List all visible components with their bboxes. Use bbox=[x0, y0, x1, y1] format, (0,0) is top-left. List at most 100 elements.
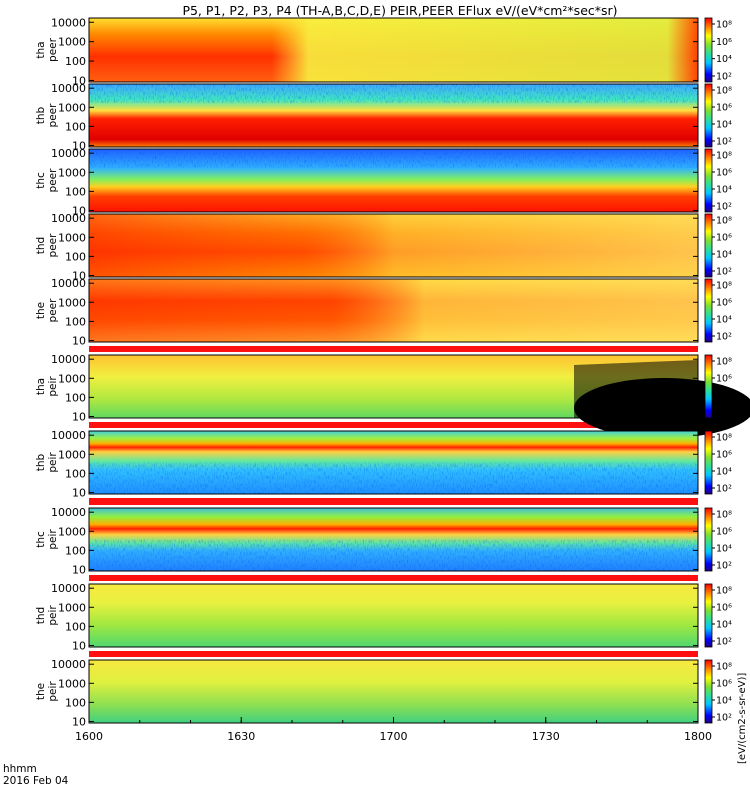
y-tick-label: 1000 bbox=[58, 296, 86, 309]
colorbar-tick-label: 10⁶ bbox=[716, 168, 732, 179]
panel-frame bbox=[88, 507, 699, 572]
y-tick-label: 10000 bbox=[51, 16, 86, 29]
colorbar-tick-label: 10⁴ bbox=[716, 315, 732, 326]
y-tick-label: 10 bbox=[72, 269, 86, 282]
y-tick-label: 10000 bbox=[51, 506, 86, 519]
colorbar-tick-label: 10⁸ bbox=[716, 216, 732, 227]
y-tick-label: 100 bbox=[65, 120, 86, 133]
colorbar bbox=[704, 83, 713, 148]
y-tick-label: 10000 bbox=[51, 658, 86, 671]
colorbar-tick-label: 10⁸ bbox=[716, 151, 732, 162]
separator-strip bbox=[89, 651, 698, 657]
panel-tha-peer: 10 100 1000 10000 tha peer 10² 10⁴ 10⁶ 10⁸ bbox=[35, 16, 732, 87]
y-tick-label: 10000 bbox=[51, 353, 86, 366]
y-tick-label: 10 bbox=[72, 74, 86, 87]
colorbar bbox=[704, 17, 713, 83]
panel-probe-label: thb bbox=[35, 453, 47, 471]
colorbar-tick-label: 10² bbox=[716, 72, 732, 83]
noise-speckle bbox=[89, 84, 698, 103]
colorbar-tick-label: 10⁶ bbox=[716, 679, 732, 690]
colorbar-tick-label: 10⁴ bbox=[716, 696, 732, 707]
colorbar-tick-label: 10² bbox=[716, 561, 732, 572]
colorbar-tick-label: 10⁸ bbox=[716, 510, 732, 521]
colorbar-tick-label: 10² bbox=[716, 484, 732, 495]
panel-probe-label: tha bbox=[35, 378, 47, 395]
panel-probe-label: the bbox=[35, 302, 47, 319]
spectrogram-background bbox=[89, 584, 698, 647]
panel-thb-peir: 10 100 1000 10000 thb peir 10² 10⁴ 10⁶ 10⁸ bbox=[35, 429, 732, 499]
y-tick-label: 100 bbox=[65, 185, 86, 198]
noise-speckle bbox=[89, 149, 698, 168]
colorbar-title: [eV/(cm2-s-sr-eV)] bbox=[737, 673, 748, 764]
colorbar-tick-label: 10⁶ bbox=[716, 233, 732, 244]
y-tick-label: 100 bbox=[65, 696, 86, 709]
colorbar-tick-label: 10⁸ bbox=[716, 433, 732, 444]
panel-thd-peir: 10 100 1000 10000 thd peir 10² 10⁴ 10⁶ 10⁸ bbox=[35, 582, 732, 652]
colorbar-tick-label: 10⁸ bbox=[716, 662, 732, 673]
colorbar-tick-label: 10⁸ bbox=[716, 20, 732, 31]
y-tick-label: 10000 bbox=[51, 147, 86, 160]
panel-thc-peer: 10 100 1000 10000 thc peer 10² 10⁴ 10⁶ 10⁸ bbox=[35, 147, 732, 217]
x-tick-label: 1730 bbox=[532, 730, 560, 743]
panel-frame bbox=[88, 354, 699, 419]
separator-strip bbox=[89, 498, 698, 505]
colorbar-tick-label: 10⁴ bbox=[716, 120, 732, 131]
panel-frame bbox=[88, 278, 699, 343]
colorbar-tick-label: 10⁴ bbox=[716, 185, 732, 196]
panel-thb-peer: 10 100 1000 10000 thb peer 10² 10⁴ 10⁶ 10⁸ bbox=[35, 82, 732, 152]
x-tick-label: 1600 bbox=[75, 730, 103, 743]
colorbar bbox=[704, 659, 713, 724]
colorbar bbox=[704, 507, 713, 572]
noise-speckle bbox=[89, 539, 698, 571]
spectrogram-background bbox=[89, 660, 698, 723]
y-tick-label: 100 bbox=[65, 55, 86, 68]
colorbar-tick-label: 10² bbox=[716, 408, 732, 419]
colorbar-tick-label: 10⁴ bbox=[716, 467, 732, 478]
y-tick-label: 10 bbox=[72, 486, 86, 499]
colorbar bbox=[704, 583, 713, 648]
x-axis-label-date: 2016 Feb 04 bbox=[3, 775, 69, 787]
panel-the-peer: 10 100 1000 10000 the peer 10² 10⁴ 10⁶ 10⁸ bbox=[35, 277, 732, 347]
panel-frame bbox=[88, 583, 699, 648]
y-tick-label: 100 bbox=[65, 544, 86, 557]
y-tick-label: 1000 bbox=[58, 448, 86, 461]
panel-frame bbox=[88, 430, 699, 495]
colorbar-tick-label: 10⁴ bbox=[716, 391, 732, 402]
x-axis: 1600 1630 1700 1730 1800 bbox=[75, 717, 712, 743]
colorbar-tick-label: 10⁶ bbox=[716, 298, 732, 309]
y-tick-label: 1000 bbox=[58, 677, 86, 690]
colorbar-tick-label: 10⁶ bbox=[716, 103, 732, 114]
colorbar-tick-label: 10⁴ bbox=[716, 620, 732, 631]
y-tick-label: 10 bbox=[72, 139, 86, 152]
colorbar-tick-label: 10² bbox=[716, 332, 732, 343]
panel-probe-label: thc bbox=[35, 531, 47, 548]
colorbar-tick-label: 10⁸ bbox=[716, 586, 732, 597]
y-tick-label: 100 bbox=[65, 620, 86, 633]
panel-species-label: peer bbox=[47, 168, 59, 193]
panel-species-label: peer bbox=[47, 37, 59, 62]
y-tick-label: 100 bbox=[65, 315, 86, 328]
panel-frame bbox=[88, 148, 699, 213]
colorbar-tick-label: 10² bbox=[716, 202, 732, 213]
panel-frame bbox=[88, 213, 699, 278]
y-tick-label: 10 bbox=[72, 410, 86, 423]
x-tick-label: 1630 bbox=[227, 730, 255, 743]
colorbar-tick-label: 10² bbox=[716, 137, 732, 148]
y-tick-label: 100 bbox=[65, 467, 86, 480]
panel-probe-label: tha bbox=[35, 41, 47, 58]
panel-thd-peer: 10 100 1000 10000 thd peer 10² 10⁴ 10⁶ 10⁸ bbox=[35, 212, 732, 282]
y-tick-label: 100 bbox=[65, 391, 86, 404]
colorbar-tick-label: 10⁸ bbox=[716, 357, 732, 368]
colorbar bbox=[704, 148, 713, 213]
x-tick-label: 1800 bbox=[684, 730, 712, 743]
panel-frame bbox=[88, 17, 699, 83]
colorbar-tick-label: 10⁴ bbox=[716, 54, 732, 65]
colorbar bbox=[704, 278, 713, 343]
panel-thc-peir: 10 100 1000 10000 thc peir 10² 10⁴ 10⁶ 10⁸ bbox=[35, 506, 732, 576]
colorbar-tick-label: 10² bbox=[716, 267, 732, 278]
y-tick-label: 1000 bbox=[58, 231, 86, 244]
colorbar bbox=[704, 354, 713, 419]
panel-tha-peir: 10 100 1000 10000 tha peir 10² 10⁴ 10⁶ 10⁸ bbox=[35, 353, 750, 438]
